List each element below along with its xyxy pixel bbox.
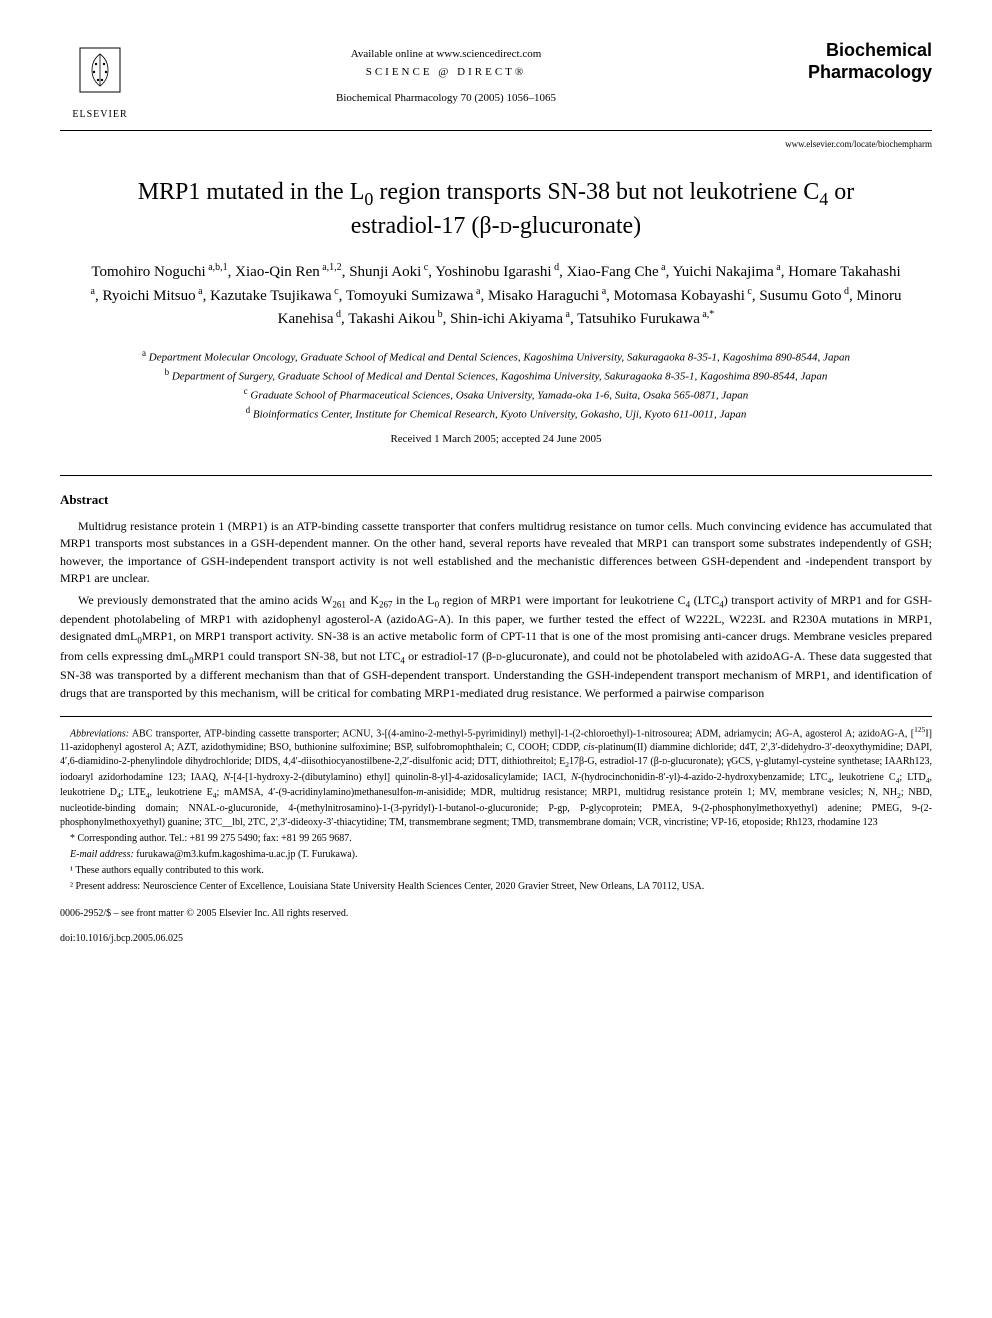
- publisher-block: ELSEVIER: [60, 40, 140, 120]
- footnote-present-address: ² Present address: Neuroscience Center o…: [60, 880, 932, 894]
- journal-url: www.elsevier.com/locate/biochempharm: [60, 139, 932, 149]
- journal-title: Biochemical Pharmacology: [752, 40, 932, 83]
- copyright-line: 0006-2952/$ – see front matter © 2005 El…: [60, 908, 932, 919]
- footnotes: Abbreviations: ABC transporter, ATP-bind…: [60, 716, 932, 894]
- doi-line: doi:10.1016/j.bcp.2005.06.025: [60, 933, 932, 944]
- journal-title-line1: Biochemical: [752, 40, 932, 62]
- abbreviations: Abbreviations: ABC transporter, ATP-bind…: [60, 725, 932, 830]
- publisher-name: ELSEVIER: [60, 109, 140, 120]
- footnote-equal-contrib: ¹ These authors equally contributed to t…: [60, 864, 932, 878]
- article-title: MRP1 mutated in the L0 region transports…: [100, 177, 892, 242]
- abstract-heading: Abstract: [60, 492, 932, 508]
- header-center: Available online at www.sciencedirect.co…: [140, 40, 752, 104]
- available-online-text: Available online at www.sciencedirect.co…: [140, 48, 752, 60]
- sciencedirect-label: SCIENCE @ DIRECT®: [366, 66, 527, 78]
- abstract-para-2: We previously demonstrated that the amin…: [60, 592, 932, 702]
- section-divider: [60, 475, 932, 476]
- journal-title-line2: Pharmacology: [752, 62, 932, 84]
- sciencedirect-logo: SCIENCE @ DIRECT®: [140, 66, 752, 78]
- email-address: E-mail address: furukawa@m3.kufm.kagoshi…: [60, 848, 932, 862]
- received-dates: Received 1 March 2005; accepted 24 June …: [60, 433, 932, 445]
- journal-reference: Biochemical Pharmacology 70 (2005) 1056–…: [140, 92, 752, 104]
- abstract-para-1: Multidrug resistance protein 1 (MRP1) is…: [60, 518, 932, 588]
- journal-header: ELSEVIER Available online at www.science…: [60, 40, 932, 131]
- elsevier-tree-icon: [70, 40, 130, 100]
- author-list: Tomohiro Noguchi a,b,1, Xiao-Qin Ren a,1…: [90, 260, 902, 331]
- affiliations: a Department Molecular Oncology, Graduat…: [100, 347, 892, 423]
- journal-title-block: Biochemical Pharmacology: [752, 40, 932, 83]
- corresponding-author: * Corresponding author. Tel.: +81 99 275…: [60, 832, 932, 846]
- abstract-body: Multidrug resistance protein 1 (MRP1) is…: [60, 518, 932, 702]
